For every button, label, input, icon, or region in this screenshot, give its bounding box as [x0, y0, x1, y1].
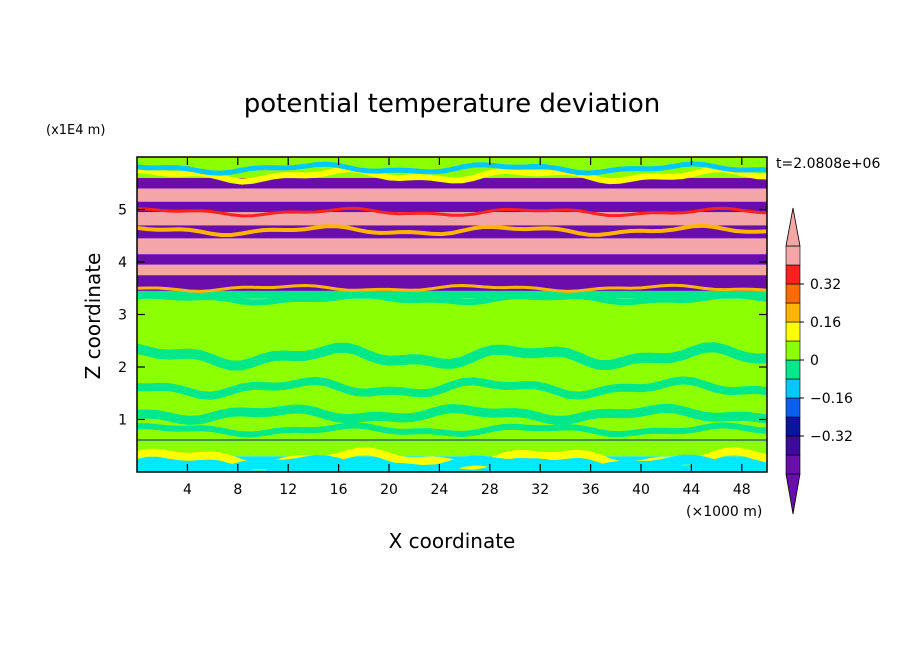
x-unit-label: (×1000 m) [686, 504, 762, 520]
colorbar-swatch [785, 245, 801, 266]
y-axis: 1 2 3 4 5 [118, 203, 767, 429]
colorbar-swatch [785, 454, 801, 475]
contour-field [137, 157, 767, 472]
contour-wave [137, 283, 767, 293]
colorbar-swatch [785, 302, 801, 323]
colorbar-tick-label: 0.32 [810, 277, 841, 293]
contour-wave [137, 206, 767, 218]
colorbar-swatch [785, 435, 801, 456]
band-12 [137, 201, 767, 213]
x-tick-label: 44 [682, 482, 700, 498]
contour-wave [137, 166, 767, 185]
x-tick-label: 36 [582, 482, 600, 498]
x-tick-label: 28 [481, 482, 499, 498]
x-tick-label: 40 [632, 482, 650, 498]
colorbar-tick-label: 0 [810, 353, 819, 369]
colorbar-swatch [785, 378, 801, 399]
contour-wave [137, 223, 767, 237]
x-tick-label: 20 [380, 482, 398, 498]
contour-wave [137, 292, 767, 306]
x-tick-label: 48 [733, 482, 751, 498]
band-9 [137, 238, 767, 255]
contour-wave [137, 342, 767, 371]
y-tick-label: 2 [118, 360, 127, 376]
band-5 [137, 290, 767, 299]
contour-wave [137, 376, 767, 400]
colorbar-swatch [785, 397, 801, 418]
colorbar-swatch [785, 340, 801, 361]
y-axis-title: Z coordinate [81, 253, 105, 380]
y-tick-label: 1 [118, 413, 127, 429]
colorbar-swatch [785, 416, 801, 437]
colorbar: 0.32 0.16 0 −0.16 −0.32 [785, 207, 853, 515]
time-label: t=2.0808e+06 [776, 156, 880, 172]
band-1 [137, 440, 767, 457]
y-tick-label: 3 [118, 308, 127, 324]
contour-wave [137, 403, 767, 425]
x-tick-label: 16 [330, 482, 348, 498]
chart-title: potential temperature deviation [244, 89, 660, 119]
colorbar-min-extend [785, 473, 801, 515]
colorbar-tick-label: −0.32 [810, 429, 853, 445]
y-tick-label: 5 [118, 203, 127, 219]
band-8 [137, 254, 767, 265]
colorbar-swatch [785, 283, 801, 304]
x-tick-label: 8 [233, 482, 242, 498]
contour-detail [137, 161, 767, 472]
x-tick-label: 24 [430, 482, 448, 498]
x-tick-label: 12 [279, 482, 297, 498]
x-tick-label: 4 [183, 482, 192, 498]
band-7 [137, 264, 767, 276]
x-axis: 4 8 12 16 20 24 28 32 36 40 44 48 [183, 157, 751, 498]
colorbar-tick-label: −0.16 [810, 391, 853, 407]
band-13 [137, 188, 767, 202]
colorbar-max-extend [785, 207, 801, 247]
colorbar-tick-label: 0.16 [810, 315, 841, 331]
x-axis-title: X coordinate [389, 529, 516, 553]
colorbar-swatch [785, 321, 801, 342]
y-tick-label: 4 [118, 255, 127, 271]
colorbar-swatch [785, 264, 801, 285]
contour-wave [137, 454, 767, 472]
band-2 [137, 439, 767, 441]
contour-wave [137, 161, 767, 176]
colorbar-swatch [785, 359, 801, 380]
contour-wave [137, 422, 767, 438]
y-unit-label: (x1E4 m) [46, 123, 105, 138]
x-tick-label: 32 [531, 482, 549, 498]
